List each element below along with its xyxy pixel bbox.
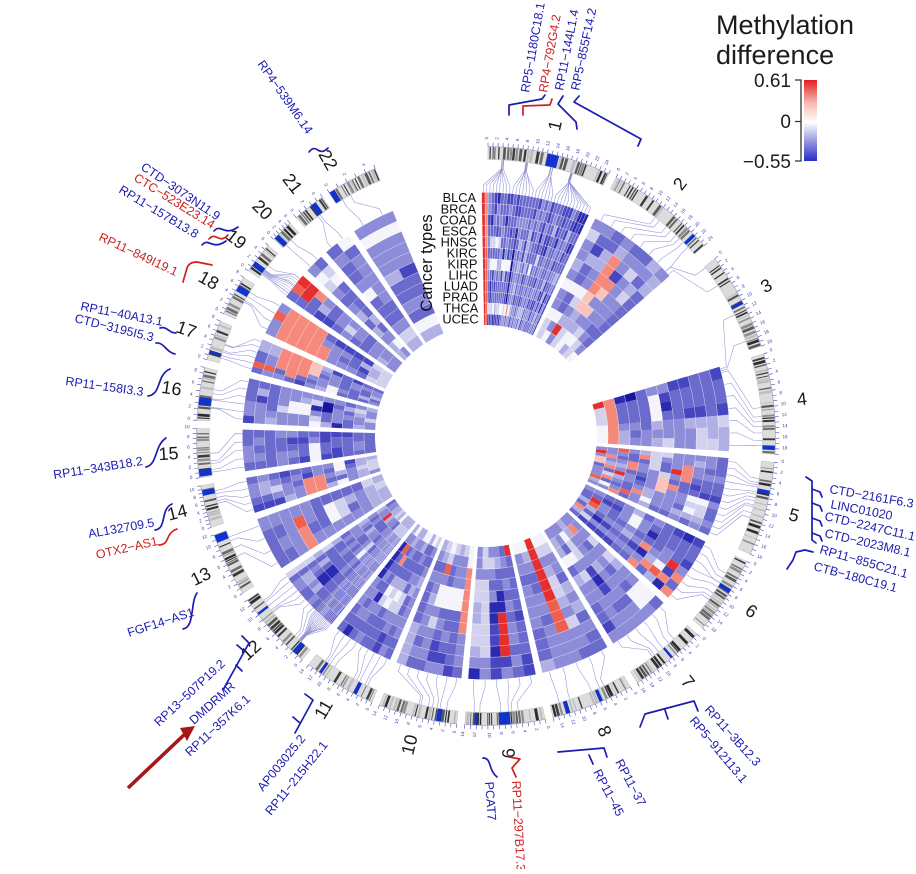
svg-text:10: 10 (780, 401, 786, 407)
svg-text:16: 16 (782, 434, 788, 439)
svg-text:0: 0 (780, 112, 791, 133)
svg-text:PCAT7: PCAT7 (482, 781, 499, 821)
svg-text:0.61: 0.61 (754, 71, 791, 92)
svg-text:UCEC: UCEC (442, 312, 478, 327)
svg-text:Methylation: Methylation (716, 10, 854, 40)
svg-text:10: 10 (487, 732, 492, 738)
svg-text:14: 14 (460, 731, 465, 737)
svg-text:14: 14 (782, 423, 788, 428)
svg-text:18: 18 (782, 445, 788, 450)
svg-text:Cancer types: Cancer types (418, 214, 436, 311)
svg-text:12: 12 (782, 412, 788, 417)
svg-text:15: 15 (158, 443, 179, 464)
svg-text:12: 12 (472, 732, 477, 738)
svg-text:difference: difference (716, 40, 834, 70)
svg-text:10: 10 (184, 424, 190, 429)
svg-text:16: 16 (160, 377, 183, 400)
svg-text:−0.55: −0.55 (743, 152, 791, 173)
